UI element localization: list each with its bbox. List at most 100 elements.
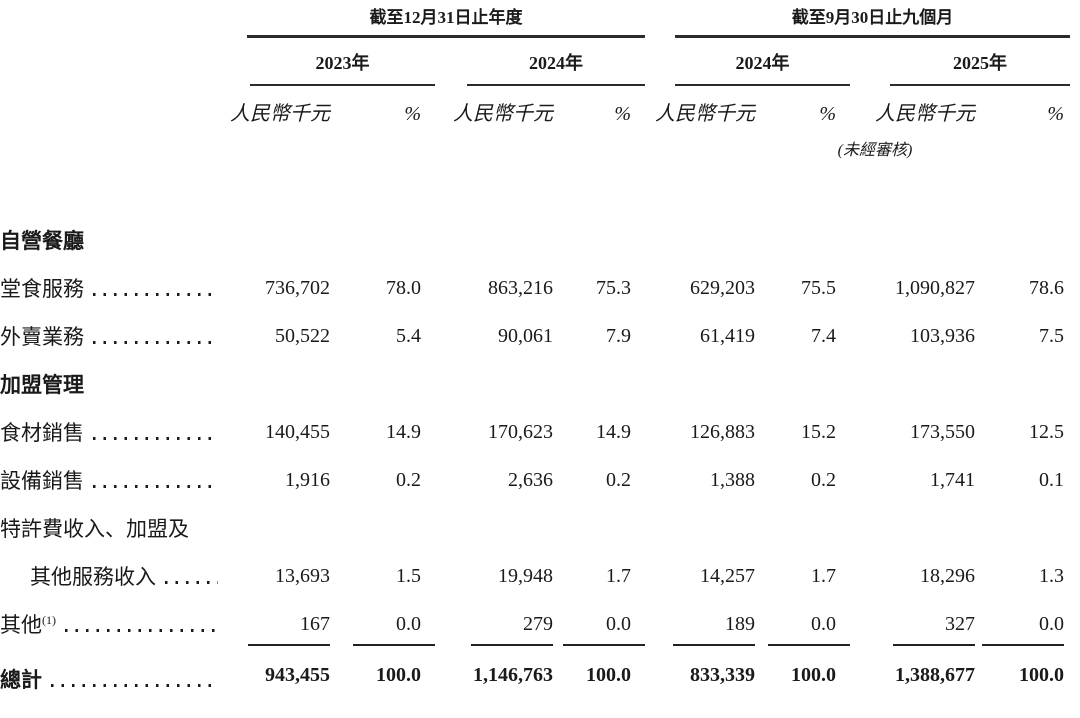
dot-leader — [93, 485, 218, 488]
table-row-food-materials: 食材銷售 140,455 14.9 170,623 14.9 126,883 1… — [0, 408, 1080, 456]
table-row-equipment: 設備銷售 1,916 0.2 2,636 0.2 1,388 0.2 1,741… — [0, 456, 1080, 504]
percent-header: % — [1047, 103, 1064, 125]
cell-percent: 5.4 — [396, 324, 421, 347]
cell-amount: 1,741 — [930, 468, 975, 491]
section-label: 自營餐廳 — [0, 229, 84, 253]
row-label: 其他 — [0, 613, 42, 637]
total-label: 總計 — [0, 668, 42, 692]
cell-percent: 0.0 — [975, 600, 1080, 648]
period-group-year-ended: 截至12月31日止年度 — [222, 0, 645, 38]
cell-percent: 0.2 — [396, 468, 421, 491]
period-group-nine-months: 截至9月30日止九個月 — [645, 0, 1080, 38]
cell-percent: 0.2 — [811, 468, 836, 491]
cell-percent: 14.9 — [596, 420, 631, 443]
cell-amount: 173,550 — [910, 420, 975, 443]
cell-amount: 140,455 — [265, 420, 330, 443]
label-column-spacer — [0, 86, 222, 130]
period-group-header-row: 截至12月31日止年度 截至9月30日止九個月 — [0, 0, 1080, 38]
cell-amount: 170,623 — [488, 420, 553, 443]
dot-leader — [165, 581, 218, 584]
percent-header: % — [614, 103, 631, 125]
cell-percent: 15.2 — [801, 420, 836, 443]
cell-percent: 1.3 — [1039, 564, 1064, 587]
year-header-2025-9m: 2025年 — [850, 38, 1080, 86]
cell-percent: 78.6 — [1029, 276, 1064, 299]
cell-percent: 1.5 — [396, 564, 421, 587]
period-group-title: 截至12月31日止年度 — [247, 3, 645, 38]
cell-total-percent: 100.0 — [553, 648, 645, 718]
cell-amount: 2,636 — [508, 468, 553, 491]
section-label: 加盟管理 — [0, 373, 84, 397]
section-row-self-operated: 自營餐廳 — [0, 216, 1080, 264]
cell-amount: 629,203 — [690, 276, 755, 299]
cell-total-amount: 833,339 — [645, 648, 755, 718]
section-row-franchise: 加盟管理 — [0, 360, 1080, 408]
cell-percent: 1.7 — [606, 564, 631, 587]
cell-percent: 7.5 — [1039, 324, 1064, 347]
cell-amount: 126,883 — [690, 420, 755, 443]
unit-header-row: 人民幣千元 % 人民幣千元 % 人民幣千元 % 人民幣千元 % — [0, 86, 1080, 130]
cell-percent: 78.0 — [386, 276, 421, 299]
cell-amount: 1,388 — [710, 468, 755, 491]
row-label: 食材銷售 — [0, 421, 84, 445]
cell-total-amount: 1,388,677 — [850, 648, 975, 718]
cell-amount: 327 — [850, 600, 975, 648]
cell-total-amount: 1,146,763 — [435, 648, 553, 718]
unaudited-note-row: (未經審核) — [0, 130, 1080, 166]
table-row-takeaway: 外賣業務 50,522 5.4 90,061 7.9 61,419 7.4 10… — [0, 312, 1080, 360]
cell-amount: 863,216 — [488, 276, 553, 299]
cell-amount: 14,257 — [700, 564, 755, 587]
percent-header: % — [404, 103, 421, 125]
row-label: 特許費收入、加盟及 — [0, 517, 189, 541]
cell-total-percent: 100.0 — [975, 648, 1080, 718]
row-label: 堂食服務 — [0, 277, 84, 301]
cell-percent: 14.9 — [386, 420, 421, 443]
unit-header: 人民幣千元 — [230, 103, 330, 125]
total-row: 總計 943,455 100.0 1,146,763 100.0 833,339… — [0, 648, 1080, 718]
cell-percent: 7.4 — [811, 324, 836, 347]
cell-amount: 18,296 — [920, 564, 975, 587]
cell-percent: 0.0 — [553, 600, 645, 648]
cell-percent: 0.0 — [330, 600, 435, 648]
table-row-dine-in: 堂食服務 736,702 78.0 863,216 75.3 629,203 7… — [0, 264, 1080, 312]
row-label: 外賣業務 — [0, 325, 84, 349]
dot-leader — [65, 629, 218, 632]
cell-percent: 0.1 — [1039, 468, 1064, 491]
year-header-2024: 2024年 — [435, 38, 645, 86]
cell-amount: 1,916 — [285, 468, 330, 491]
spacer-row — [0, 166, 1080, 216]
cell-amount: 167 — [222, 600, 330, 648]
cell-amount: 13,693 — [275, 564, 330, 587]
period-group-title: 截至9月30日止九個月 — [675, 3, 1070, 38]
cell-percent: 0.0 — [755, 600, 850, 648]
year-header-row: 2023年 2024年 2024年 2025年 — [0, 38, 1080, 86]
percent-header: % — [819, 103, 836, 125]
year-header-2024-9m: 2024年 — [645, 38, 850, 86]
cell-amount: 279 — [435, 600, 553, 648]
cell-total-percent: 100.0 — [330, 648, 435, 718]
unit-header: 人民幣千元 — [655, 103, 755, 125]
table-row-other-services: 其他服務收入 13,693 1.5 19,948 1.7 14,257 1.7 … — [0, 552, 1080, 600]
dot-leader — [93, 293, 218, 296]
cell-percent: 1.7 — [811, 564, 836, 587]
footnote-marker: (1) — [42, 613, 56, 627]
year-header-2023: 2023年 — [222, 38, 435, 86]
cell-amount: 90,061 — [498, 324, 553, 347]
cell-amount: 103,936 — [910, 324, 975, 347]
cell-percent: 12.5 — [1029, 420, 1064, 443]
dot-leader — [93, 437, 218, 440]
dot-leader — [93, 341, 218, 344]
unit-header: 人民幣千元 — [453, 103, 553, 125]
cell-percent: 0.2 — [606, 468, 631, 491]
cell-amount: 50,522 — [275, 324, 330, 347]
cell-total-percent: 100.0 — [755, 648, 850, 718]
cell-percent: 75.5 — [801, 276, 836, 299]
dot-leader — [51, 684, 218, 687]
cell-amount: 189 — [645, 600, 755, 648]
cell-percent: 7.9 — [606, 324, 631, 347]
unit-header: 人民幣千元 — [875, 103, 975, 125]
cell-amount: 1,090,827 — [895, 276, 975, 299]
row-label: 其他服務收入 — [30, 565, 156, 589]
label-column-spacer — [0, 0, 222, 38]
